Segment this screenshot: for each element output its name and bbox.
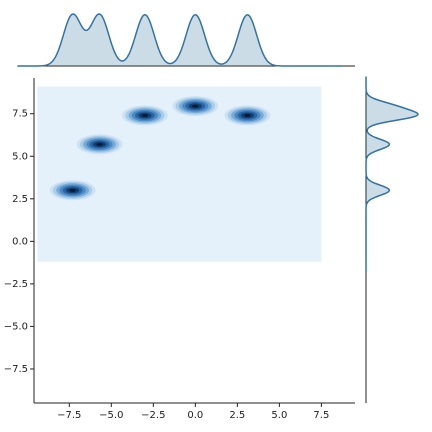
y-marginal-area xyxy=(366,76,418,272)
x-tick-label: 2.5 xyxy=(229,410,245,421)
y-tick-label: 5.0 xyxy=(12,151,28,162)
y-tick-label: 7.5 xyxy=(12,109,28,120)
x-tick-label: −5.0 xyxy=(99,410,123,421)
y-marginal-curve xyxy=(365,76,419,272)
density-level xyxy=(96,142,103,146)
density-level xyxy=(244,114,251,117)
density-blob xyxy=(49,180,96,201)
x-tick-label: 0.0 xyxy=(187,410,203,421)
density-blob xyxy=(121,105,168,126)
x-tick-label: 7.5 xyxy=(313,410,329,421)
kde-support xyxy=(37,86,322,262)
y-tick-label: −2.5 xyxy=(4,279,28,290)
density-level xyxy=(192,104,199,108)
density-blob xyxy=(224,105,271,126)
density-blob xyxy=(172,96,219,117)
x-tick-label: −7.5 xyxy=(57,410,81,421)
x-tick-label: 5.0 xyxy=(271,410,287,421)
y-tick-label: −7.5 xyxy=(4,364,28,375)
x-marginal-curve xyxy=(17,13,342,67)
density-blob xyxy=(76,134,123,155)
density-level xyxy=(69,188,76,192)
y-tick-label: 2.5 xyxy=(12,194,28,205)
x-tick-label: −2.5 xyxy=(141,410,165,421)
y-tick-label: −5.0 xyxy=(4,321,28,332)
x-marginal-area xyxy=(17,14,342,66)
density-level xyxy=(141,114,149,117)
y-tick-label: 0.0 xyxy=(12,236,28,247)
